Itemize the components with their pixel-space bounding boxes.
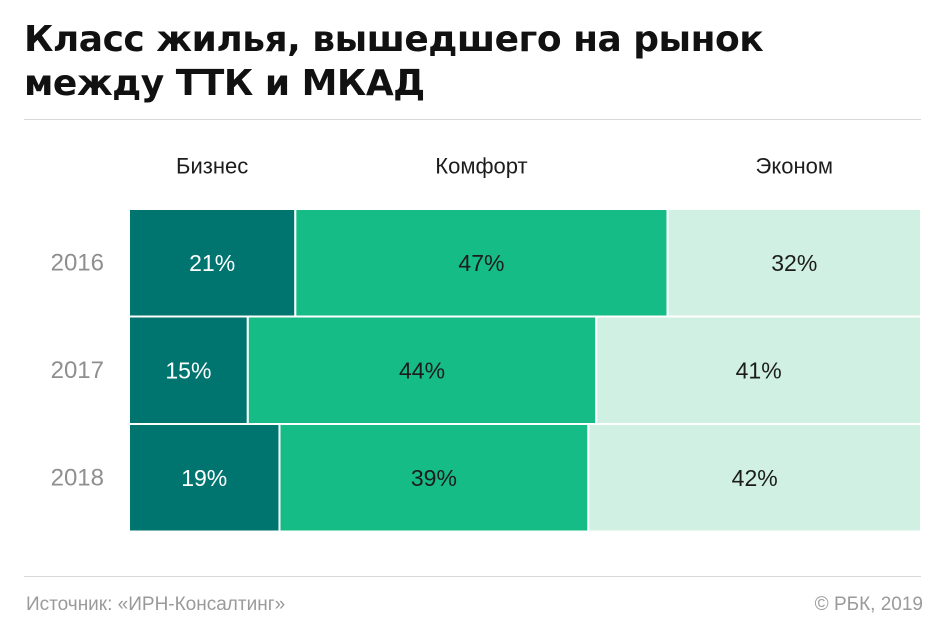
legend-label-3: Эконом: [756, 154, 833, 179]
source-note: Источник: «ИРН-Консалтинг»: [26, 594, 286, 615]
data-label-2017-1: 15%: [165, 357, 211, 383]
bar-segment-2018-1: [128, 423, 281, 533]
copyright-note: © РБК, 2019: [814, 594, 923, 615]
bar-segment-2018-3: [587, 423, 922, 533]
top-divider: [24, 119, 921, 120]
bar-segment-2017-2: [246, 315, 598, 425]
year-label-2016: 2016: [51, 249, 104, 276]
data-label-2016-3: 32%: [771, 250, 817, 276]
legend-label-2: Комфорт: [435, 154, 527, 179]
data-label-2017-3: 41%: [736, 357, 782, 383]
data-label-2018-3: 42%: [732, 465, 778, 491]
data-label-2018-2: 39%: [411, 465, 457, 491]
data-label-2016-2: 47%: [458, 250, 504, 276]
chart-title: Класс жилья, вышедшего на рынок между ТТ…: [24, 19, 764, 104]
stacked-bar-chart: Бизнес Комфорт Эконом 2016 21% 47% 32% 2017 15% 4…: [51, 154, 923, 533]
data-label-2018-1: 19%: [181, 465, 227, 491]
bottom-divider: [24, 576, 921, 577]
data-label-2017-2: 44%: [399, 357, 445, 383]
data-label-2016-1: 21%: [189, 250, 235, 276]
bar-segment-2016-2: [294, 208, 669, 318]
legend-label-1: Бизнес: [176, 154, 248, 179]
year-label-2018: 2018: [51, 464, 104, 491]
bar-segment-2017-3: [595, 315, 923, 425]
bar-segment-2016-1: [128, 208, 297, 318]
bar-segment-2018-2: [278, 423, 590, 533]
year-label-2017: 2017: [51, 357, 104, 384]
bar-segment-2016-3: [666, 208, 922, 318]
